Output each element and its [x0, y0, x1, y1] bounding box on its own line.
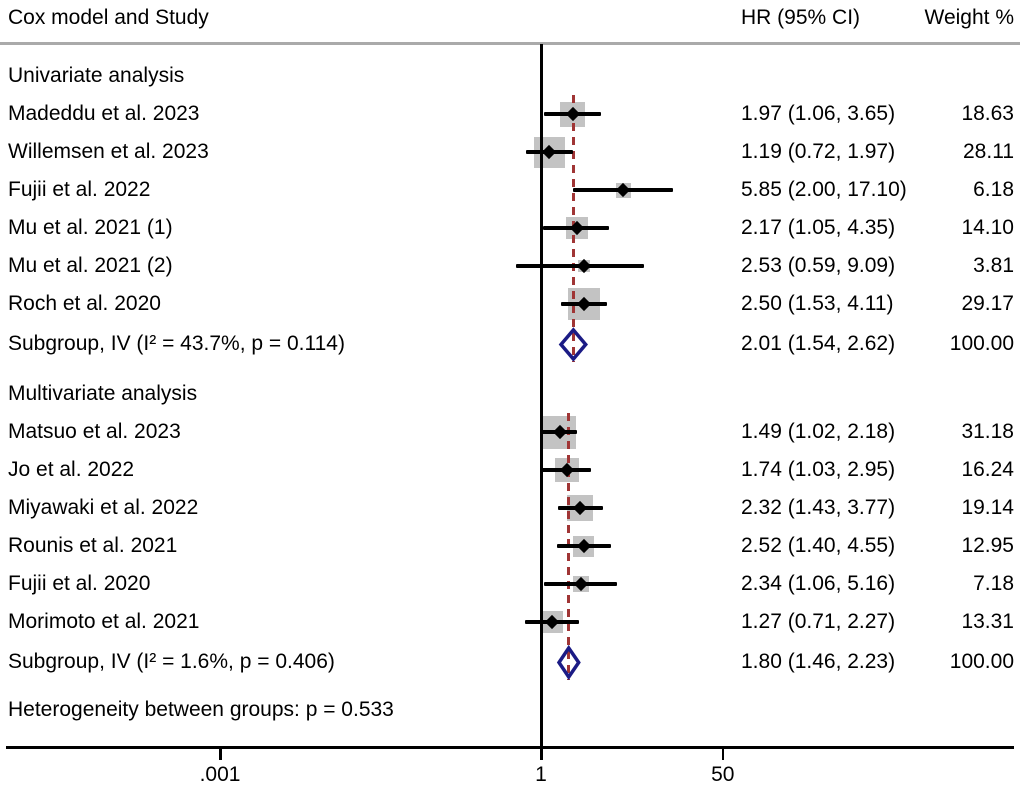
weight-value: 14.10: [961, 216, 1014, 239]
header-rule: [0, 42, 1020, 45]
weight-value: 6.18: [973, 178, 1014, 201]
row-values: 1.49 (1.02, 2.18) 31.18: [741, 419, 1014, 445]
weight-value: 29.17: [961, 292, 1014, 315]
x-axis-tick-label: 50: [711, 763, 735, 786]
hr-ci-value: 2.52 (1.40, 4.55): [741, 534, 896, 557]
x-axis-tick: [219, 747, 222, 760]
section-label: Multivariate analysis: [8, 382, 198, 405]
hr-ci-value: 1.97 (1.06, 3.65): [741, 102, 896, 125]
hr-ci-value: 2.32 (1.43, 3.77): [741, 496, 896, 519]
row-values: 1.97 (1.06, 3.65) 18.63: [741, 101, 1014, 127]
study-label: Miyawaki et al. 2022: [8, 496, 199, 519]
row-values: 1.74 (1.03, 2.95) 16.24: [741, 457, 1014, 483]
hr-ci-value: 1.27 (0.71, 2.27): [741, 610, 896, 633]
study-label: Roch et al. 2020: [8, 292, 161, 315]
weight-value: 100.00: [949, 332, 1014, 355]
study-label: Mu et al. 2021 (2): [8, 254, 173, 277]
subgroup-label: Subgroup, IV (I² = 43.7%, p = 0.114): [8, 332, 345, 355]
hr-ci-value: 1.19 (0.72, 1.97): [741, 140, 896, 163]
pooled-diamond: [556, 644, 581, 680]
hr-ci-value: 1.74 (1.03, 2.95): [741, 458, 896, 481]
column-header-hr: HR (95% CI): [741, 6, 861, 29]
pooled-diamond: [558, 326, 589, 362]
x-axis-tick-label: .001: [199, 763, 241, 786]
weight-value: 28.11: [963, 140, 1014, 163]
weight-value: 19.14: [961, 496, 1014, 519]
weight-value: 100.00: [949, 650, 1014, 673]
study-label: Fujii et al. 2020: [8, 572, 151, 595]
study-label: Matsuo et al. 2023: [8, 420, 181, 443]
weight-value: 7.18: [973, 572, 1014, 595]
column-headers-right: HR (95% CI) Weight %: [741, 5, 1014, 31]
hr-ci-value: 2.01 (1.54, 2.62): [741, 332, 896, 355]
row-values: 2.17 (1.05, 4.35) 14.10: [741, 215, 1014, 241]
row-values: 2.53 (0.59, 9.09) 3.81: [741, 253, 1014, 279]
hr-ci-value: 2.17 (1.05, 4.35): [741, 216, 896, 239]
column-header-study: Cox model and Study: [8, 6, 209, 29]
weight-value: 18.63: [961, 102, 1014, 125]
hr-ci-value: 5.85 (2.00, 17.10): [741, 178, 907, 201]
hr-ci-value: 2.50 (1.53, 4.11): [741, 292, 894, 315]
study-label: Fujii et al. 2022: [8, 178, 151, 201]
row-values: 2.50 (1.53, 4.11) 29.17: [741, 291, 1014, 317]
hr-ci-value: 2.53 (0.59, 9.09): [741, 254, 896, 277]
row-values: 2.32 (1.43, 3.77) 19.14: [741, 495, 1014, 521]
study-label: Madeddu et al. 2023: [8, 102, 200, 125]
study-label: Willemsen et al. 2023: [8, 140, 209, 163]
row-values: 5.85 (2.00, 17.10) 6.18: [741, 177, 1014, 203]
column-header-weight: Weight %: [924, 6, 1015, 29]
x-axis-tick-label: 1: [535, 763, 547, 786]
study-label: Morimoto et al. 2021: [8, 610, 200, 633]
x-axis-tick: [540, 747, 543, 760]
weight-value: 31.18: [961, 420, 1014, 443]
null-effect-line: [540, 44, 543, 747]
study-label: Mu et al. 2021 (1): [8, 216, 173, 239]
hr-ci-value: 1.80 (1.46, 2.23): [741, 650, 896, 673]
row-values: 2.01 (1.54, 2.62) 100.00: [741, 331, 1014, 357]
subgroup-label: Subgroup, IV (I² = 1.6%, p = 0.406): [8, 650, 335, 673]
x-axis-line: [6, 746, 1014, 749]
row-values: 1.19 (0.72, 1.97) 28.11: [741, 139, 1014, 165]
hr-ci-value: 1.49 (1.02, 2.18): [741, 420, 896, 443]
row-values: 2.34 (1.06, 5.16) 7.18: [741, 571, 1014, 597]
weight-value: 16.24: [961, 458, 1014, 481]
study-label: Rounis et al. 2021: [8, 534, 178, 557]
note-label: Heterogeneity between groups: p = 0.533: [8, 698, 394, 721]
x-axis-tick: [721, 747, 725, 760]
row-values: 2.52 (1.40, 4.55) 12.95: [741, 533, 1014, 559]
study-label: Jo et al. 2022: [8, 458, 135, 481]
row-values: 1.80 (1.46, 2.23) 100.00: [741, 649, 1014, 675]
weight-value: 12.95: [961, 534, 1014, 557]
hr-ci-value: 2.34 (1.06, 5.16): [741, 572, 896, 595]
row-values: 1.27 (0.71, 2.27) 13.31: [741, 609, 1014, 635]
section-label: Univariate analysis: [8, 64, 185, 87]
weight-value: 3.81: [973, 254, 1014, 277]
weight-value: 13.31: [961, 610, 1014, 633]
